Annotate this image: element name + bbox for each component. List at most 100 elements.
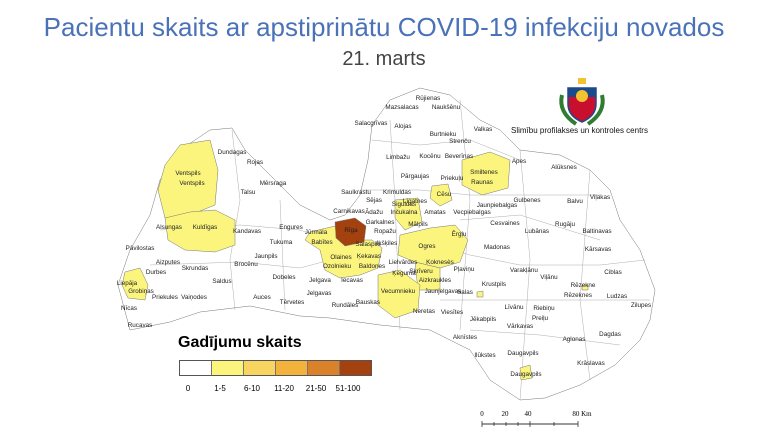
municipality-label: Koknesès [426,259,454,266]
municipality-label: Burtnieku [430,131,457,138]
legend-swatch-11-20 [276,361,308,375]
municipality-label: Lubānas [525,228,549,235]
region-riga [334,217,367,247]
region-jekabpils [476,290,484,298]
municipality-label: Saldus [212,278,231,285]
municipality-label: Viesītes [441,309,463,316]
municipality-label: Krāslavas [577,360,605,367]
map-date: 21. marts [342,48,426,70]
region-ventspils [157,139,219,219]
scale-tick-40: 40 [525,410,533,418]
legend-swatch-1-5 [212,361,244,375]
municipality-label: Krustpils [482,281,506,288]
municipality-label: Vārkavas [507,323,533,330]
municipality-label: Gulbenes [514,197,541,204]
municipality-label: Viļakas [590,194,610,201]
legend-label: 6-10 [243,384,260,393]
municipality-label: Jaunpils [254,253,277,260]
coat-of-arms-logo [559,78,605,126]
municipality-label: Garkalnes [366,219,395,226]
scale-tick-80: 80 Km [572,410,592,418]
legend-swatches [179,360,372,376]
municipality-label: Ventspils [179,180,204,187]
municipality-label: Liepāja [117,280,138,287]
municipality-label: Tērvetes [280,299,305,306]
municipality-label: Ērgļu [452,230,467,238]
map-title: Pacientu skaits ar apstiprinātu COVID-19… [43,12,725,42]
municipality-label: Vecumnieku [381,288,416,295]
municipality-label: Viļānu [540,274,558,281]
municipality-label: Apes [512,158,526,165]
municipality-label: Daugavpils [507,350,538,357]
municipality-label: Baldones [359,263,385,270]
municipality-label: Cēsu [437,191,452,198]
municipality-label: Grobiņas [128,288,154,295]
municipality-label: Kocēnu [419,153,441,160]
legend-swatch-0 [180,361,212,375]
region-smiltenes [461,151,511,196]
municipality-label: Ilūkstes [474,352,495,359]
legend-label: 1-5 [214,384,226,393]
municipality-labels: Rūjienas Mazsalacas Naukšēnu Salacgrīvas Alo… [117,95,651,378]
municipality-label: Strenču [449,138,471,145]
region-vecumnieku [377,269,421,319]
municipality-label: Jēkabpils [470,316,496,323]
municipality-label: Kandavas [233,228,261,235]
municipality-label: Vecpiebalgas [453,209,490,216]
municipality-label: Engures [279,224,302,231]
legend-label: 51-100 [335,384,361,393]
municipality-label: Naukšēnu [432,104,461,111]
region-liepaja [121,267,149,301]
legend-label: 0 [185,384,191,393]
municipality-label: Limbažu [386,154,410,161]
municipality-label: Sējas [366,197,382,204]
region-kuldigas [164,209,236,253]
region-aizkraukles [414,261,441,291]
municipality-label: Ķeguma [392,270,416,277]
municipality-label: Skrīveru [409,268,433,275]
municipality-label: Jaunpiebalgas [477,202,518,209]
legend-labels: 0 1-5 6-10 11-20 21-50 51-100 [172,384,364,393]
municipality-label: Aizputes [156,259,180,266]
municipality-label: Rundāles [332,302,359,309]
municipality-label: Mazsalacas [385,104,418,111]
municipality-label: Rīga [344,227,358,234]
municipality-label: Cesvaines [490,220,519,227]
municipality-label: Inčukalna [391,209,418,216]
legend-swatch-21-50 [308,361,340,375]
municipality-label: Carnikavas [333,208,365,215]
municipality-label: Tukuma [270,239,293,246]
municipality-label: Beverīnas [445,153,473,160]
municipality-label: Ciblas [604,269,622,276]
municipality-label: Zilupes [631,302,651,309]
municipality-label: Jelgavas [307,290,332,297]
municipality-label: Baltinavas [582,228,611,235]
region-rezekne [581,284,589,291]
municipality-label: Preiļu [532,315,549,322]
legend-swatch-6-10 [244,361,276,375]
municipality-label: Saulkrastu [341,189,371,196]
municipality-label: Ogres [418,243,435,250]
municipality-label: Rojas [247,159,263,166]
scale-tick-0: 0 [480,410,484,418]
municipality-label: Bauskas [356,299,380,306]
municipality-label: Alūksnes [551,164,577,171]
municipality-label: Iecavas [341,277,363,284]
municipality-label: Auces [253,294,271,301]
municipality-label: Dundagas [218,149,247,156]
municipality-label: Alojas [394,123,411,130]
municipality-label: Salas [457,289,473,296]
municipality-label: Balvu [567,198,583,205]
municipality-label: Ādažu [365,208,383,216]
municipality-label: Talsu [241,189,256,196]
municipality-label: Mālpils [408,221,428,228]
scale-tick-20: 20 [502,410,510,418]
municipality-label: Daugavpils [510,371,541,378]
legend-label: 21-50 [305,384,327,393]
municipality-label: Ozolnieku [323,263,351,270]
municipality-label: Ventspils [175,170,200,177]
municipality-label: Priekuļu [441,175,464,182]
municipality-label: Kuldīgas [193,224,218,231]
legend-label: 11-20 [274,384,294,393]
